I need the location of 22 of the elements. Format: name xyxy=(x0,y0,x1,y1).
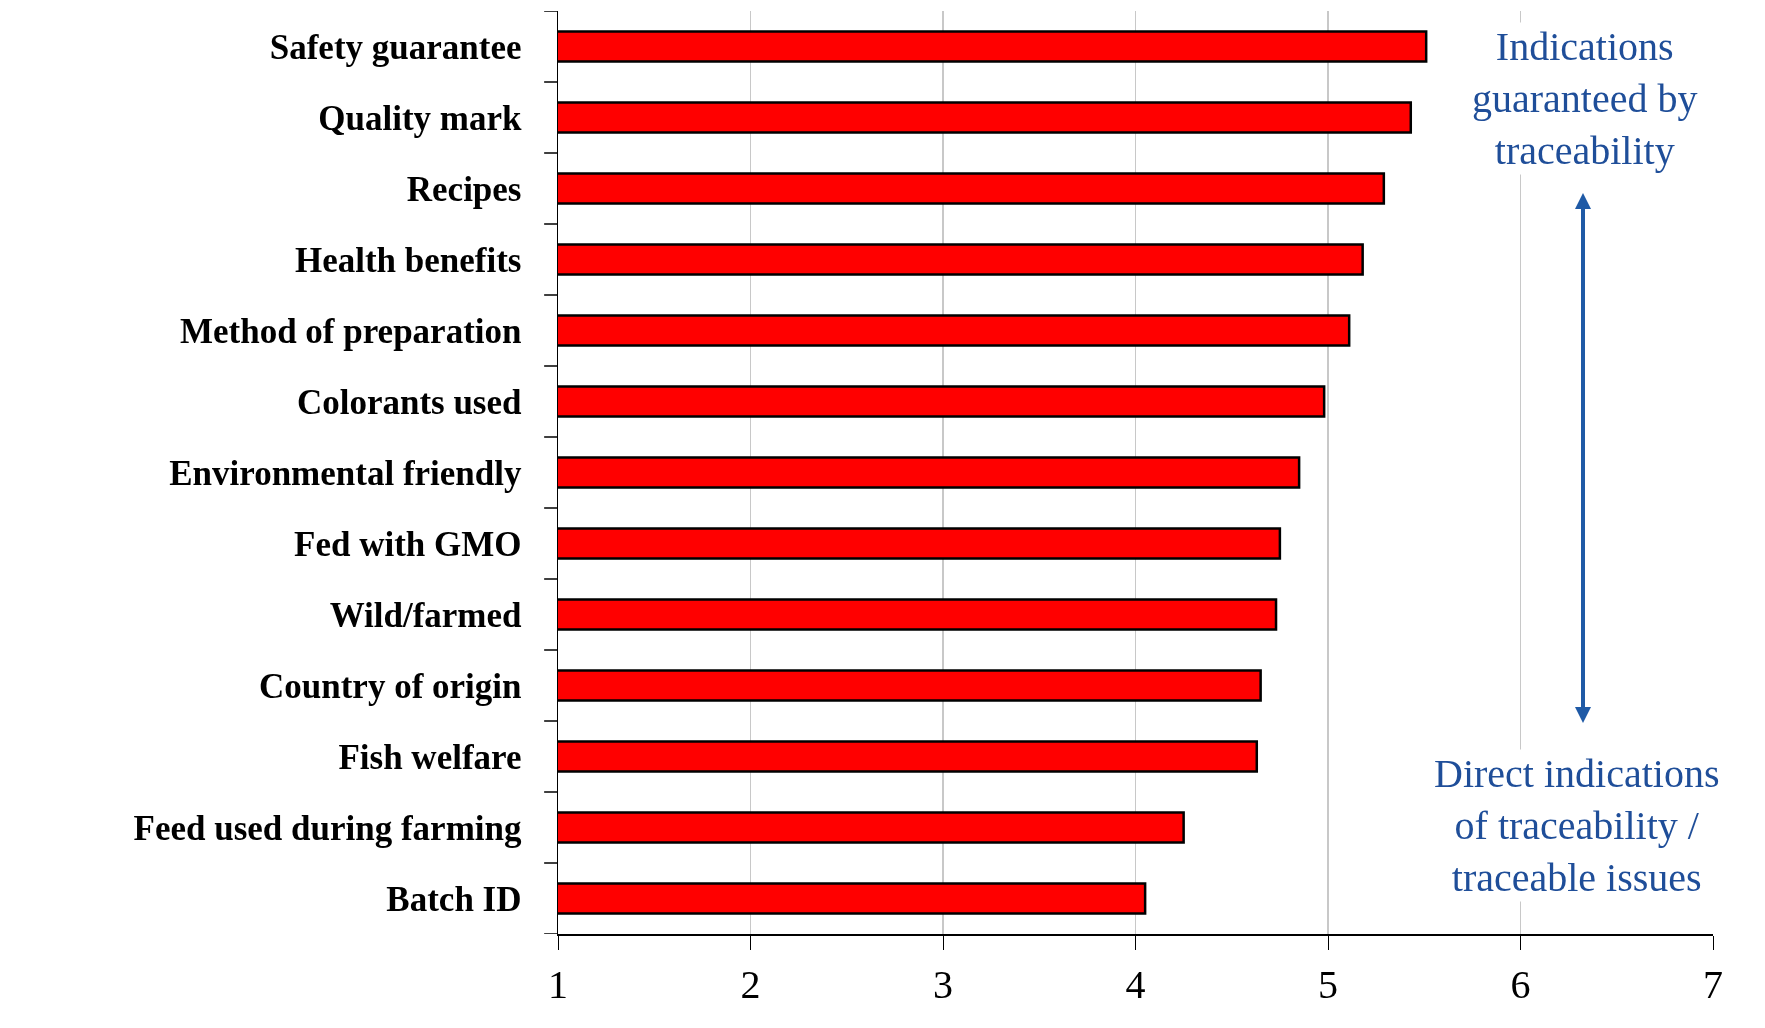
y-tick-label: Environmental friendly xyxy=(169,453,522,493)
x-tick-label: 5 xyxy=(1318,961,1338,1007)
y-tick-label: Batch ID xyxy=(386,879,522,919)
y-tick-label: Recipes xyxy=(406,169,522,209)
y-tick-label: Feed used during farming xyxy=(133,808,522,848)
y-tick-label: Health benefits xyxy=(294,240,522,280)
y-tick-label: Fed with GMO xyxy=(294,524,522,564)
x-tick-label: 7 xyxy=(1703,961,1723,1007)
y-tick-label: Wild/farmed xyxy=(329,595,523,635)
x-tick-label: 1 xyxy=(548,961,568,1007)
x-tick-label: 4 xyxy=(1125,961,1146,1007)
x-tick-label: 2 xyxy=(740,961,761,1007)
annotation: Direct indications of traceability / traceable issues xyxy=(1434,751,1720,900)
y-tick-label: Fish welfare xyxy=(338,737,522,777)
x-tick-label: 3 xyxy=(933,961,953,1007)
y-tick-label: Method of preparation xyxy=(179,311,522,351)
y-tick-label: Safety guarantee xyxy=(269,27,522,67)
y-tick-label: Quality mark xyxy=(318,98,523,138)
annotation: Indications guaranteed by traceability xyxy=(1472,24,1698,173)
y-tick-label: Country of origin xyxy=(259,666,522,706)
y-tick-label: Colorants used xyxy=(296,382,523,422)
x-tick-label: 6 xyxy=(1510,961,1531,1007)
